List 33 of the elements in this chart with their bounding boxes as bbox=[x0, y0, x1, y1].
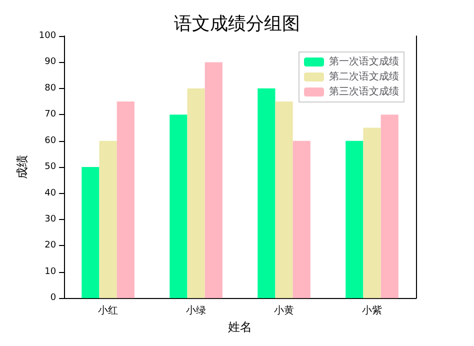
y-tick-label: 60 bbox=[44, 136, 56, 146]
legend-label: 第二次语文成绩 bbox=[329, 70, 399, 82]
legend-label: 第一次语文成绩 bbox=[329, 56, 399, 68]
bar bbox=[363, 128, 381, 298]
y-tick-label: 10 bbox=[44, 266, 56, 277]
x-tick-label: 小黄 bbox=[274, 304, 294, 317]
bar bbox=[99, 140, 117, 298]
bar bbox=[187, 88, 205, 298]
y-tick-label: 100 bbox=[38, 31, 56, 41]
chart-title: 语文成绩分组图 bbox=[174, 14, 300, 34]
x-tick-label: 小绿 bbox=[186, 304, 206, 317]
bar bbox=[380, 114, 398, 298]
bar bbox=[275, 102, 293, 298]
y-tick-label: 30 bbox=[44, 214, 56, 224]
x-tick-label: 小红 bbox=[98, 304, 118, 317]
bar bbox=[82, 167, 100, 298]
bar bbox=[346, 140, 364, 298]
y-tick-label: 50 bbox=[44, 162, 56, 172]
bar bbox=[116, 102, 134, 298]
y-tick-label: 40 bbox=[44, 188, 56, 198]
bar bbox=[170, 114, 188, 298]
legend-label: 第三次语文成绩 bbox=[329, 86, 399, 98]
y-tick-label: 90 bbox=[44, 57, 56, 68]
bar bbox=[258, 88, 276, 298]
y-axis-title: 成绩 bbox=[15, 155, 29, 180]
bar bbox=[292, 140, 310, 298]
y-tick-label: 70 bbox=[44, 110, 56, 120]
x-axis-title: 姓名 bbox=[228, 320, 252, 334]
y-tick-label: 20 bbox=[44, 240, 56, 251]
y-tick-label: 0 bbox=[50, 293, 56, 304]
y-tick-label: 80 bbox=[44, 83, 56, 94]
x-tick-label: 小紫 bbox=[362, 304, 382, 317]
bar bbox=[204, 62, 222, 298]
